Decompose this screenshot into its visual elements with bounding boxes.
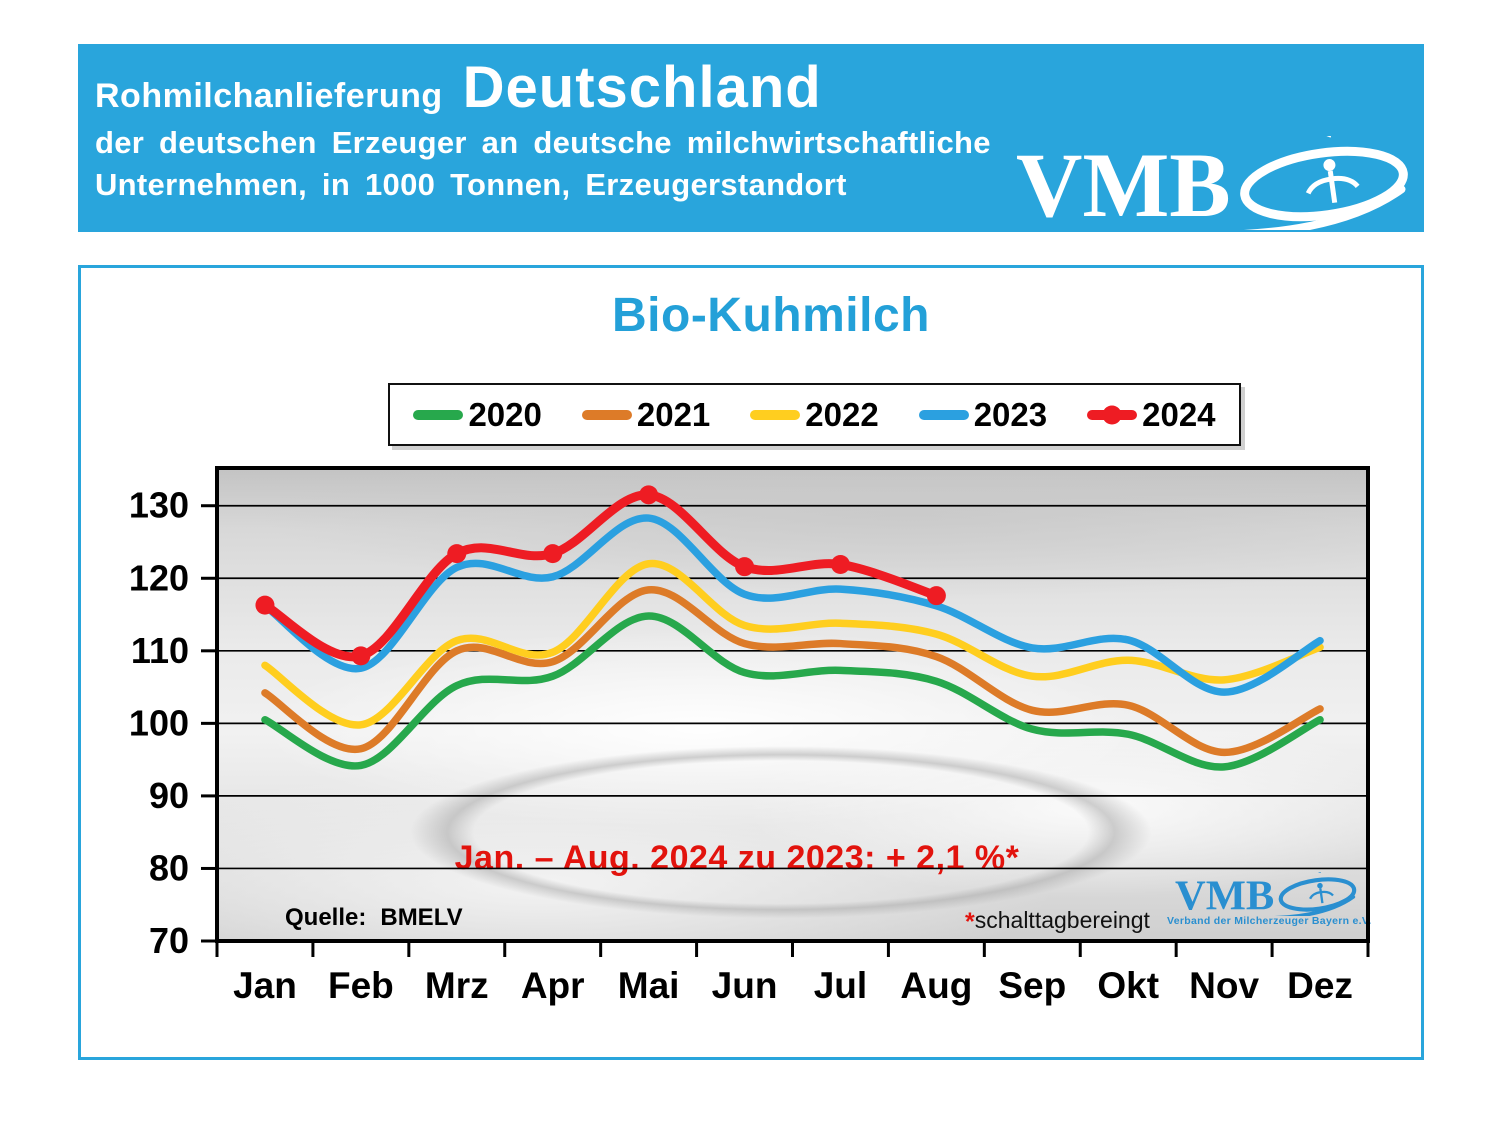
header-band: Rohmilchanlieferung Deutschland der deut…	[78, 44, 1424, 232]
x-tick-label-Jan: Jan	[233, 965, 297, 1006]
footnote: *schalttagbereingt	[965, 907, 1150, 937]
x-tick-label-Feb: Feb	[328, 965, 394, 1006]
header-text: Rohmilchanlieferung Deutschland der deut…	[95, 54, 991, 205]
legend-label-2024: 2024	[1142, 395, 1216, 433]
x-tick-label-Jun: Jun	[712, 965, 778, 1006]
series-marker-2024	[830, 554, 850, 574]
vmb-logo-text: VMB	[1016, 136, 1231, 230]
series-marker-2024	[543, 544, 563, 564]
x-tick-label-Aug: Aug	[900, 965, 972, 1006]
chart-title: Bio-Kuhmilch	[612, 289, 930, 342]
legend-item-2020: 2020	[413, 395, 542, 434]
y-tick-label-120: 120	[129, 557, 189, 598]
x-tick-label-Dez: Dez	[1287, 965, 1353, 1006]
source-note: Quelle: BMELV	[285, 904, 463, 932]
series-line-2020	[261, 612, 1324, 771]
legend: 2020 2021 2022 2023 2024	[388, 383, 1241, 446]
x-tick-label-Mai: Mai	[618, 965, 680, 1006]
chart-panel: Bio-Kuhmilch 2020 2021 2022 2023 2024 Jan. –…	[78, 265, 1424, 1060]
header-title-big: Deutschland	[462, 55, 822, 120]
header-subtitle-1: der deutschen Erzeuger an deutsche milch…	[95, 125, 991, 160]
source-value: BMELV	[380, 904, 463, 931]
series-line-2024	[260, 490, 941, 662]
comparison-annotation: Jan. – Aug. 2024 zu 2023: + 2,1 %*	[454, 839, 1020, 877]
plot-frame	[215, 466, 1370, 943]
series-marker-2024	[639, 485, 659, 505]
y-tick-label-110: 110	[131, 630, 189, 671]
series-line-2021	[261, 586, 1324, 757]
vmb-logo-header: VMB	[1016, 136, 1408, 230]
series-marker-2024	[926, 586, 946, 606]
y-tick-label-70: 70	[149, 920, 189, 961]
vmb-logo-bottom: VMB Verband der Milcherzeuger Bayern e.V…	[1167, 865, 1372, 927]
y-tick-label-130: 130	[129, 485, 189, 526]
legend-label-2020: 2020	[468, 395, 542, 433]
header-title-line: Rohmilchanlieferung Deutschland	[95, 54, 991, 121]
x-tick-label-Jul: Jul	[814, 965, 867, 1006]
series-marker-2024	[447, 544, 467, 564]
legend-label-2023: 2023	[973, 395, 1048, 433]
y-tick-label-80: 80	[149, 847, 189, 888]
y-tick-label-100: 100	[129, 702, 189, 743]
legend-label-2022: 2022	[805, 395, 879, 433]
legend-swatch-2021	[581, 409, 632, 420]
series-line-2023	[261, 514, 1324, 696]
legend-swatch-2022	[750, 409, 801, 420]
footnote-text: schalttagbereingt	[974, 907, 1150, 933]
x-tick-label-Mrz: Mrz	[425, 965, 489, 1006]
series-marker-2024	[735, 557, 755, 577]
legend-item-2023: 2023	[918, 395, 1048, 434]
vmb-swirl-icon	[1175, 136, 1408, 230]
legend-swatch-2020	[413, 409, 464, 420]
legend-item-2021: 2021	[581, 395, 711, 434]
series-line-2022	[261, 559, 1324, 729]
x-tick-label-Sep: Sep	[998, 965, 1066, 1006]
footnote-asterisk: *	[965, 908, 975, 936]
legend-item-2022: 2022	[750, 395, 879, 434]
legend-marker-dot-2024	[1102, 405, 1122, 424]
legend-swatch-2024	[1087, 405, 1138, 424]
series-marker-2024	[255, 595, 275, 615]
source-label: Quelle:	[285, 904, 367, 931]
line-chart: 70 80 90 100 110 120 130 Jan Feb Mrz Apr Mai Jun Jul A…	[129, 466, 1370, 1006]
vmb-logo-subtext: Verband der Milcherzeuger Bayern e.V.	[1167, 915, 1372, 927]
legend-label-2021: 2021	[636, 395, 711, 433]
legend-item-2024: 2024	[1087, 395, 1216, 434]
legend-swatch-2023	[918, 409, 969, 420]
vmb-logo-bottom-text: VMB	[1175, 872, 1274, 916]
vmb-logo-bottom-graphic: VMB	[1175, 865, 1356, 920]
x-tick-label-Apr: Apr	[521, 965, 585, 1006]
series-marker-2024	[351, 646, 371, 666]
y-tick-label-90: 90	[149, 775, 189, 816]
x-tick-label-Okt: Okt	[1097, 965, 1159, 1006]
x-tick-label-Nov: Nov	[1189, 965, 1259, 1006]
header-title-small: Rohmilchanlieferung	[95, 77, 443, 115]
header-subtitle-2: Unternehmen, in 1000 Tonnen, Erzeugersta…	[95, 166, 847, 202]
